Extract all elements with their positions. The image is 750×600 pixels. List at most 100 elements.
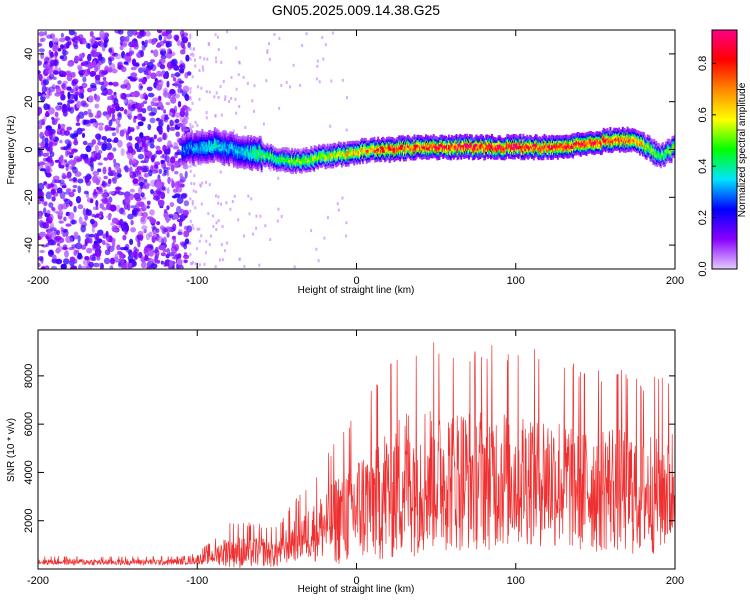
speck-cell <box>195 247 198 251</box>
noise-cell <box>68 191 75 198</box>
noise-cell <box>49 213 54 221</box>
noise-cell <box>141 63 146 67</box>
noise-cell <box>56 242 61 247</box>
noise-cell <box>121 39 128 48</box>
ridge-cell <box>221 162 224 166</box>
noise-cell <box>140 261 147 269</box>
ridge-cell <box>251 167 254 171</box>
noise-cell <box>102 166 107 175</box>
noise-cell <box>45 165 51 174</box>
noise-cell <box>66 150 71 156</box>
noise-cell <box>124 165 129 173</box>
noise-cell <box>174 243 180 252</box>
noise-cell <box>135 197 142 202</box>
noise-cell <box>120 262 127 269</box>
speck-cell <box>237 218 240 222</box>
noise-cell <box>89 218 95 225</box>
ridge-cell <box>334 143 337 147</box>
speck-cell <box>199 162 202 166</box>
ridge-cell <box>329 143 332 147</box>
speck-cell <box>258 263 261 267</box>
noise-cell <box>125 82 131 91</box>
speck-cell <box>285 80 288 84</box>
noise-cell <box>117 113 122 121</box>
noise-cell <box>166 248 170 253</box>
noise-cell <box>100 92 107 96</box>
ridge-cell <box>202 131 205 135</box>
noise-cell <box>141 79 147 85</box>
ridge-cell <box>292 170 295 174</box>
speck-cell <box>299 83 302 87</box>
ridge-cell <box>282 168 285 172</box>
noise-cell <box>145 30 151 37</box>
noise-cell <box>148 169 153 177</box>
noise-cell <box>122 234 127 241</box>
noise-cell <box>129 158 133 166</box>
noise-cell <box>150 100 155 107</box>
speck-cell <box>198 97 201 101</box>
noise-cell <box>107 126 113 132</box>
noise-cell <box>110 50 115 56</box>
speck-cell <box>277 176 280 180</box>
noise-cell <box>109 204 117 212</box>
noise-cell <box>92 122 97 127</box>
noise-cell <box>184 170 188 179</box>
ridge-cell <box>475 134 478 138</box>
ridge-cell <box>255 137 258 141</box>
noise-cell <box>160 104 164 111</box>
noise-cell <box>127 103 131 111</box>
noise-cell <box>172 188 178 193</box>
noise-cell <box>95 37 101 41</box>
speck-cell <box>264 224 267 228</box>
noise-cell <box>120 223 126 230</box>
speck-cell <box>273 33 276 37</box>
ridge-cell <box>192 162 195 166</box>
noise-cell <box>169 126 176 131</box>
noise-cell <box>174 152 178 159</box>
noise-cell <box>169 144 174 148</box>
noise-cell <box>69 133 75 138</box>
noise-cell <box>149 143 155 149</box>
speck-cell <box>265 79 268 83</box>
noise-cell <box>144 94 148 101</box>
noise-cell <box>90 50 96 57</box>
noise-cell <box>160 50 164 56</box>
noise-cell <box>50 265 58 269</box>
noise-cell <box>165 254 170 259</box>
noise-cell <box>84 176 90 184</box>
noise-cell <box>48 250 54 256</box>
noise-cell <box>137 146 143 150</box>
speck-cell <box>194 262 197 266</box>
ridge-cell <box>268 166 271 170</box>
noise-cell <box>86 209 92 216</box>
noise-cell <box>45 110 49 116</box>
speck-cell <box>189 87 192 91</box>
noise-cell <box>67 99 74 104</box>
ridge-cell <box>326 143 329 147</box>
noise-cell <box>102 76 107 81</box>
speck-cell <box>225 201 228 205</box>
noise-cell <box>65 203 70 208</box>
noise-cell <box>159 63 166 70</box>
ridge-cell <box>190 130 193 134</box>
speck-cell <box>201 65 204 69</box>
noise-cell <box>123 36 127 42</box>
noise-cell <box>45 236 50 240</box>
ridge-cell <box>382 137 385 141</box>
speck-cell <box>189 57 192 61</box>
noise-cell <box>177 87 183 94</box>
noise-cell <box>117 139 123 148</box>
noise-cell <box>92 60 97 68</box>
speck-cell <box>203 262 206 266</box>
noise-cell <box>101 181 108 188</box>
noise-cell <box>177 83 182 89</box>
noise-cell <box>123 246 129 251</box>
noise-cell <box>123 61 129 65</box>
noise-cell <box>78 86 84 90</box>
ridge-cell <box>291 147 294 151</box>
noise-cell <box>53 118 59 123</box>
speck-cell <box>220 243 223 246</box>
ridge-cell <box>389 136 392 140</box>
speck-cell <box>190 181 193 185</box>
ridge-cell <box>285 147 288 150</box>
